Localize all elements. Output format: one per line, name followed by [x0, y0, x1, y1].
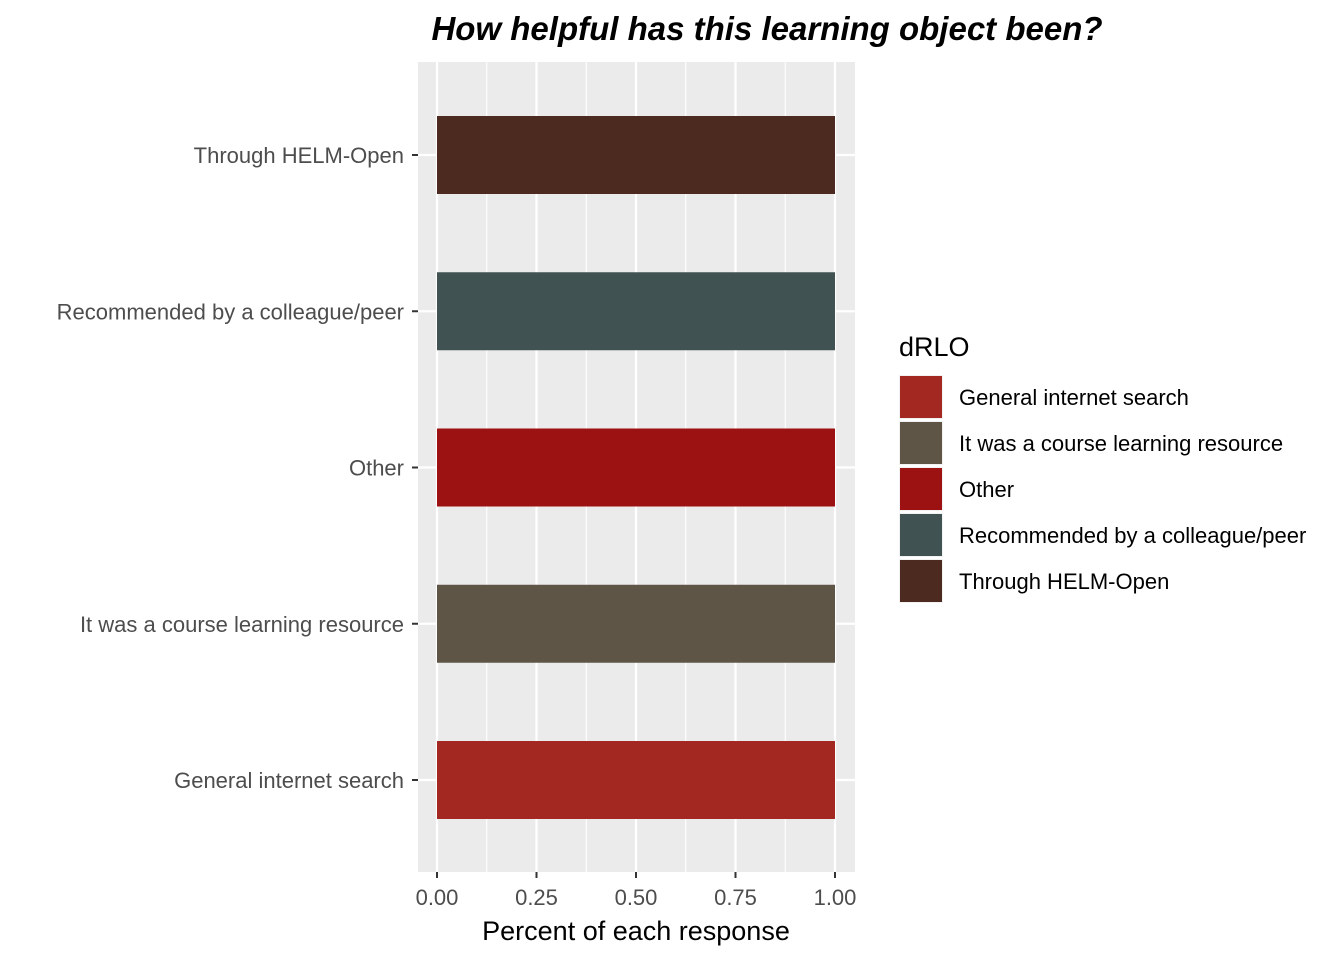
x-tick-label: 0.25 — [515, 885, 558, 910]
chart-title: How helpful has this learning object bee… — [431, 10, 1102, 47]
x-tick-label: 1.00 — [814, 885, 857, 910]
legend-swatch — [900, 422, 942, 464]
bar — [437, 428, 835, 507]
bars — [437, 116, 835, 819]
x-axis: 0.00 0.25 0.50 0.75 1.00 — [416, 872, 857, 910]
bar — [437, 584, 835, 663]
legend-label: Recommended by a colleague/peer — [959, 523, 1306, 548]
legend-label: Other — [959, 477, 1014, 502]
legend-label: It was a course learning resource — [959, 431, 1283, 456]
y-axis: General internet search It was a course l… — [57, 143, 418, 793]
x-axis-title: Percent of each response — [482, 916, 790, 946]
legend-swatch — [900, 468, 942, 510]
y-tick-label: Recommended by a colleague/peer — [57, 299, 404, 324]
y-tick-label: Other — [349, 456, 404, 481]
legend-label: Through HELM-Open — [959, 569, 1169, 594]
legend-swatch — [900, 514, 942, 556]
legend-label: General internet search — [959, 385, 1189, 410]
x-tick-label: 0.00 — [416, 885, 459, 910]
bar — [437, 741, 835, 819]
bar — [437, 116, 835, 194]
bar — [437, 272, 835, 351]
y-tick-label: It was a course learning resource — [80, 612, 404, 637]
y-tick-label: General internet search — [174, 768, 404, 793]
legend-swatch — [900, 560, 942, 602]
y-tick-label: Through HELM-Open — [194, 143, 404, 168]
legend-title: dRLO — [899, 332, 970, 362]
x-tick-label: 0.75 — [714, 885, 757, 910]
legend: dRLO General internet search It was a cou… — [899, 332, 1306, 603]
x-tick-label: 0.50 — [615, 885, 658, 910]
legend-swatch — [900, 376, 942, 418]
